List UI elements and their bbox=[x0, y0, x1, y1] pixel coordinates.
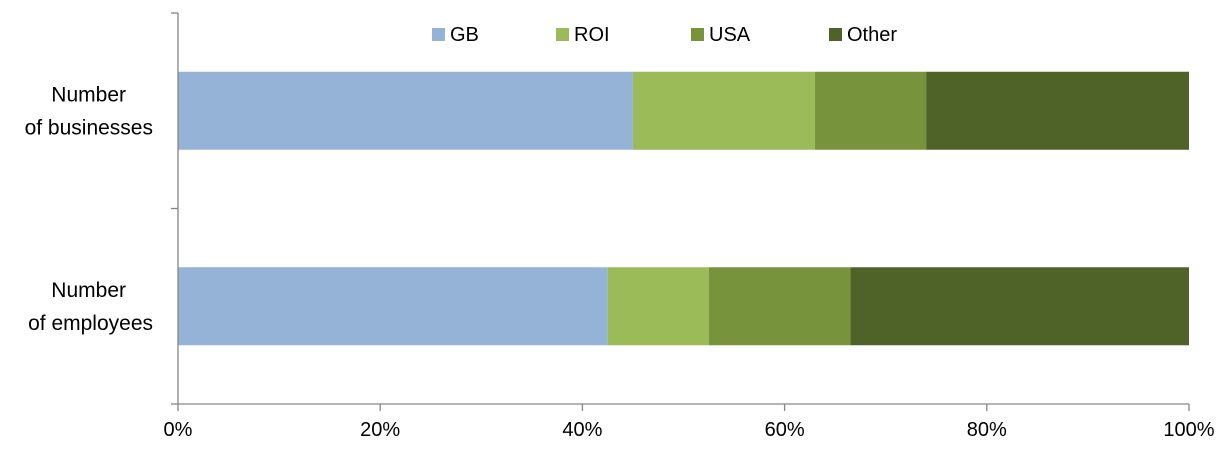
legend-label-other: Other bbox=[847, 24, 897, 46]
x-tick-label: 60% bbox=[765, 419, 805, 441]
bars-group bbox=[178, 71, 1189, 346]
category-labels-group: Number of businesses Number of employees bbox=[25, 83, 153, 335]
bar-usa-number-of-employees bbox=[708, 267, 851, 346]
x-tick-label: 100% bbox=[1163, 419, 1214, 441]
bar-usa-number-of-businesses bbox=[814, 71, 927, 150]
bar-roi-number-of-employees bbox=[607, 267, 709, 346]
axes-group bbox=[177, 13, 1189, 405]
legend-swatch-usa bbox=[691, 28, 704, 41]
x-ticks-group: 0% 20% 40% 60% 80% 100% bbox=[164, 404, 1215, 441]
bar-gb-number-of-employees bbox=[178, 267, 608, 346]
category-label-line: of businesses bbox=[25, 116, 153, 139]
legend-label-roi: ROI bbox=[574, 24, 610, 46]
category-label-line: Number bbox=[51, 83, 126, 106]
category-label-number-of-employees: Number of employees bbox=[28, 279, 153, 335]
bar-other-number-of-businesses bbox=[926, 71, 1189, 150]
legend-label-usa: USA bbox=[709, 24, 751, 46]
category-label-line: Number bbox=[51, 279, 126, 302]
category-label-number-of-businesses: Number of businesses bbox=[25, 83, 153, 139]
y-ticks-group bbox=[171, 12, 178, 405]
x-tick-label: 40% bbox=[562, 419, 602, 441]
bar-gb-number-of-businesses bbox=[178, 71, 633, 150]
x-tick-label: 0% bbox=[164, 419, 193, 441]
legend: GB ROI USA Other bbox=[432, 24, 897, 46]
legend-swatch-roi bbox=[556, 28, 569, 41]
bar-other-number-of-employees bbox=[850, 267, 1189, 346]
bar-roi-number-of-businesses bbox=[632, 71, 815, 150]
legend-swatch-gb bbox=[432, 28, 445, 41]
category-label-line: of employees bbox=[28, 312, 153, 335]
x-tick-label: 80% bbox=[967, 419, 1007, 441]
legend-swatch-other bbox=[829, 28, 842, 41]
legend-label-gb: GB bbox=[450, 24, 479, 46]
x-tick-label: 20% bbox=[360, 419, 400, 441]
